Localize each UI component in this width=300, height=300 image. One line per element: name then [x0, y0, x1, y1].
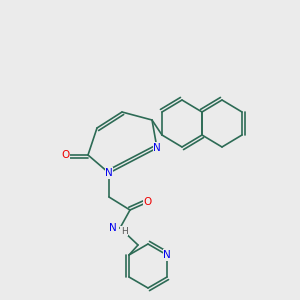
Text: N: N [163, 250, 171, 260]
Text: O: O [61, 150, 69, 160]
Text: H: H [121, 226, 128, 236]
Text: N: N [109, 223, 117, 233]
Text: O: O [144, 197, 152, 207]
Text: N: N [153, 143, 161, 153]
Text: N: N [105, 168, 113, 178]
